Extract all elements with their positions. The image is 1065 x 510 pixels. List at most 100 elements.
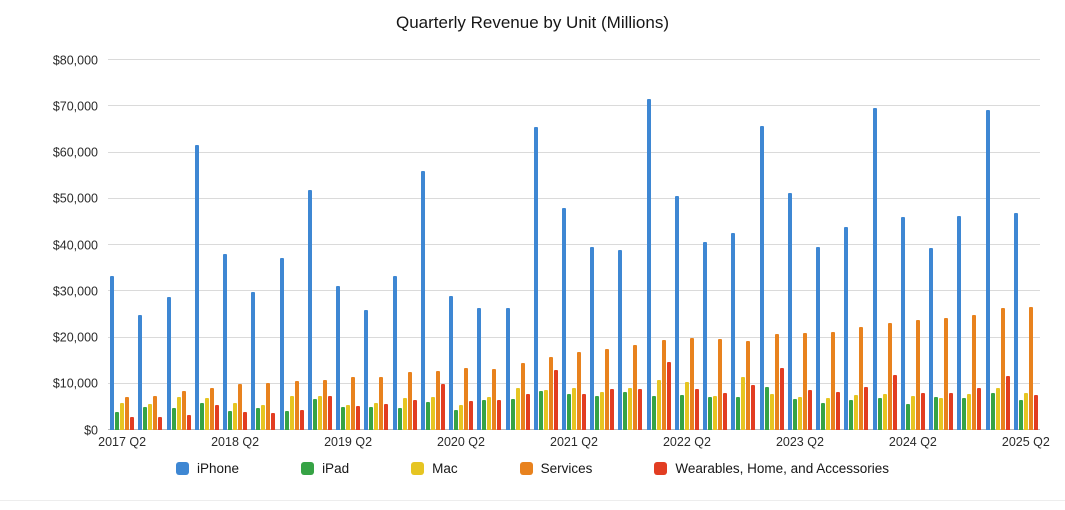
bar-iphone	[364, 309, 369, 430]
bar-ipad	[849, 400, 854, 430]
bar-mac	[910, 395, 915, 430]
bar-mac	[995, 388, 1000, 430]
bar-ipad	[595, 395, 600, 430]
bar-ipad	[228, 410, 233, 430]
bar-mac	[1023, 393, 1028, 430]
bar-iphone	[590, 247, 595, 430]
bar-iphone	[223, 254, 228, 430]
bar-mac	[176, 396, 181, 430]
bar-wearables-home-and-accessories	[553, 370, 558, 430]
bar-services	[125, 397, 130, 430]
bar-group-2018-q3	[249, 60, 277, 430]
bar-group-2023-q3	[814, 60, 842, 430]
bar-mac	[317, 395, 322, 430]
gridline	[108, 290, 1040, 292]
bar-services	[209, 387, 214, 430]
bar-iphone	[844, 227, 849, 430]
bar-iphone	[477, 307, 482, 430]
bar-iphone	[336, 286, 341, 430]
bar-wearables-home-and-accessories	[638, 389, 643, 430]
bar-group-2024-q4	[955, 60, 983, 430]
bar-wearables-home-and-accessories	[610, 389, 615, 430]
legend-swatch-services	[519, 462, 533, 475]
bar-iphone	[307, 189, 312, 430]
bar-group-2023-q4	[842, 60, 870, 430]
legend-label: Services	[540, 461, 593, 476]
x-axis-tick-label: 2017 Q2	[98, 435, 147, 449]
bar-ipad	[510, 398, 515, 430]
bar-wearables-home-and-accessories	[1033, 395, 1038, 430]
legend-item-iphone: iPhone	[176, 461, 239, 476]
legend-item-mac: Mac	[411, 461, 458, 476]
bar-wearables-home-and-accessories	[1005, 375, 1010, 430]
bar-mac	[882, 394, 887, 430]
bar-group-2022-q4	[729, 60, 757, 430]
bar-iphone	[561, 208, 566, 430]
y-axis: $0 $10,000 $20,000 $30,000 $40,000 $50,000 $60…	[0, 54, 98, 436]
bar-mac	[684, 381, 689, 430]
bar-ipad	[708, 396, 713, 430]
bar-services	[322, 379, 327, 430]
bar-iphone	[985, 110, 990, 430]
bar-services	[407, 372, 412, 430]
bar-mac	[826, 398, 831, 430]
bar-mac	[148, 404, 153, 430]
bar-group-2020-q1	[419, 60, 447, 430]
bar-ipad	[764, 386, 769, 430]
bar-wearables-home-and-accessories	[186, 415, 191, 430]
bar-mac	[204, 398, 209, 430]
bar-wearables-home-and-accessories	[327, 396, 332, 430]
bar-ipad	[454, 409, 459, 430]
bar-services	[181, 390, 186, 430]
bar-ipad	[679, 394, 684, 430]
bar-group-2019-q3	[362, 60, 390, 430]
bar-iphone	[872, 107, 877, 430]
bar-services	[238, 384, 243, 430]
bar-iphone	[110, 276, 115, 430]
bar-iphone	[646, 98, 651, 430]
bar-mac	[741, 376, 746, 430]
y-axis-tick-label: $70,000	[52, 99, 98, 113]
bar-services	[944, 318, 949, 430]
bar-services	[153, 396, 158, 430]
legend-swatch-mac	[411, 462, 425, 475]
bar-mac	[515, 388, 520, 430]
bar-wearables-home-and-accessories	[440, 383, 445, 430]
bar-iphone	[533, 126, 538, 430]
bar-services	[718, 339, 723, 430]
bar-mac	[487, 397, 492, 430]
legend-swatch-iphone	[176, 462, 190, 475]
bar-services	[520, 362, 525, 430]
bar-ipad	[425, 402, 430, 430]
bar-group-2020-q3	[475, 60, 503, 430]
bar-services	[746, 341, 751, 430]
bar-ipad	[792, 399, 797, 430]
bar-mac	[797, 396, 802, 430]
bar-services	[859, 326, 864, 430]
bar-iphone	[166, 296, 171, 430]
bar-services	[576, 351, 581, 430]
bar-group-2024-q1	[871, 60, 899, 430]
bar-mac	[571, 387, 576, 430]
bar-wearables-home-and-accessories	[892, 374, 897, 430]
legend-label: Mac	[432, 461, 458, 476]
plot-area: 2017 Q2 2018 Q2 2019 Q2 2020 Q2 2021 Q2 2022 …	[98, 59, 1050, 448]
bar-services	[915, 319, 920, 430]
bar-wearables-home-and-accessories	[779, 367, 784, 430]
bar-wearables-home-and-accessories	[751, 385, 756, 430]
bar-wearables-home-and-accessories	[214, 404, 219, 430]
bar-group-2021-q4	[616, 60, 644, 430]
x-axis-tick-label: 2019 Q2	[324, 435, 373, 449]
bar-ipad	[143, 407, 148, 430]
gridline	[108, 197, 1040, 199]
legend-label: iPad	[322, 461, 350, 476]
bar-wearables-home-and-accessories	[497, 400, 502, 430]
y-axis-tick-label: $60,000	[52, 145, 98, 160]
bar-mac	[543, 389, 548, 430]
bar-wearables-home-and-accessories	[836, 391, 841, 430]
bar-mac	[939, 397, 944, 430]
bar-ipad	[623, 391, 628, 430]
y-axis-tick-label: $20,000	[52, 330, 98, 345]
bar-group-2021-q3	[588, 60, 616, 430]
bar-iphone	[279, 258, 284, 430]
